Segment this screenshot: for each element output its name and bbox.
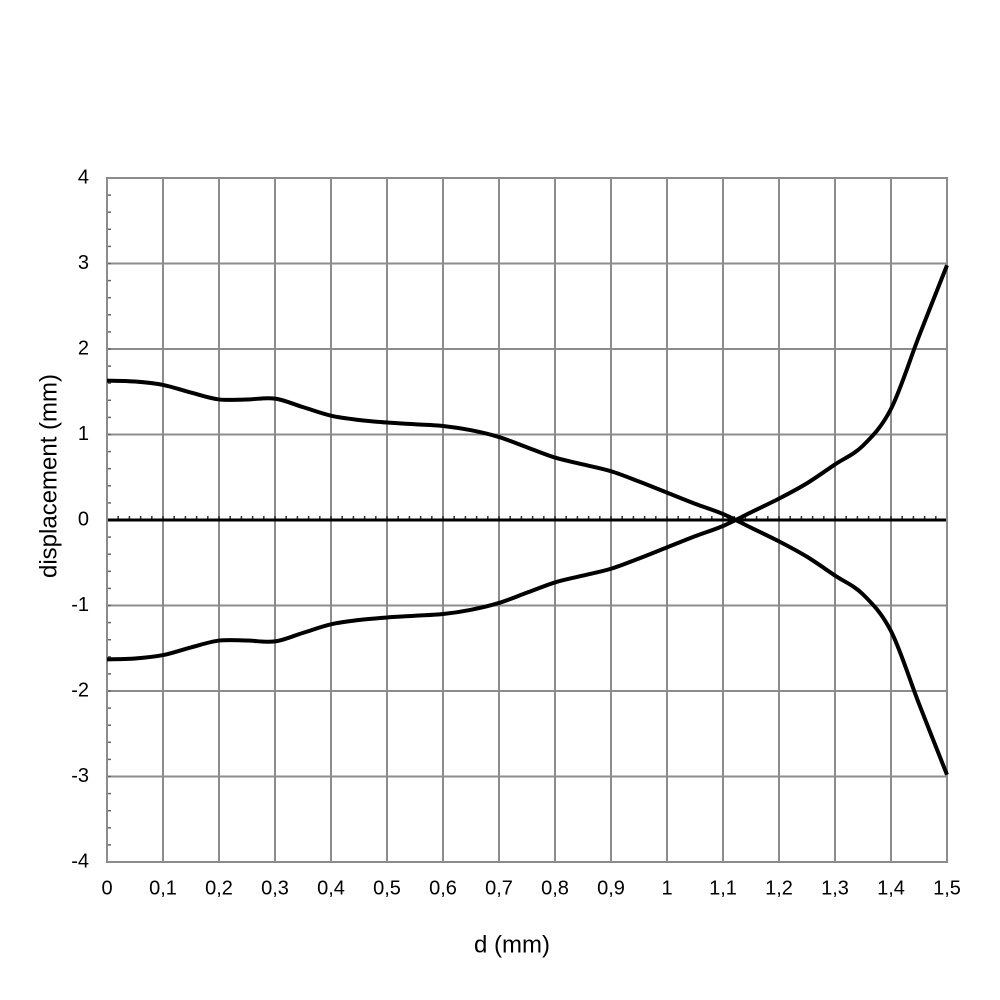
data-line — [106, 378, 949, 776]
x-tick-label: 0,8 — [541, 877, 569, 899]
x-tick-label: 1,3 — [821, 877, 849, 899]
x-tick-label: 0,5 — [373, 877, 401, 899]
x-tick-label: 0,3 — [261, 877, 289, 899]
x-tick-label: 0,1 — [149, 877, 177, 899]
y-axis-label: displacement (mm) — [35, 374, 62, 578]
x-tick-label: 0,7 — [485, 877, 513, 899]
x-tick-label: 1,1 — [709, 877, 737, 899]
y-tick-label: 3 — [78, 252, 89, 274]
x-tick-label: 1,5 — [933, 877, 961, 899]
data-line — [106, 264, 949, 662]
x-tick-label: 1 — [661, 877, 672, 899]
x-tick-label: 0,6 — [429, 877, 457, 899]
x-tick-label: 0,4 — [317, 877, 345, 899]
x-tick-label: 0,2 — [205, 877, 233, 899]
y-tick-label: 1 — [78, 423, 89, 445]
x-axis-label: d (mm) — [474, 931, 550, 958]
y-tick-label: 0 — [78, 508, 89, 530]
plot-border — [106, 177, 948, 863]
x-tick-label: 1,4 — [877, 877, 905, 899]
y-tick-label: -3 — [71, 765, 89, 787]
x-tick-label: 1,2 — [765, 877, 793, 899]
y-tick-label: 4 — [78, 166, 89, 188]
y-tick-label: -1 — [71, 594, 89, 616]
y-tick-label: -4 — [71, 850, 89, 872]
y-tick-label: -2 — [71, 679, 89, 701]
y-tick-label: 2 — [78, 337, 89, 359]
x-tick-label: 0 — [101, 877, 112, 899]
x-tick-label: 0,9 — [597, 877, 625, 899]
